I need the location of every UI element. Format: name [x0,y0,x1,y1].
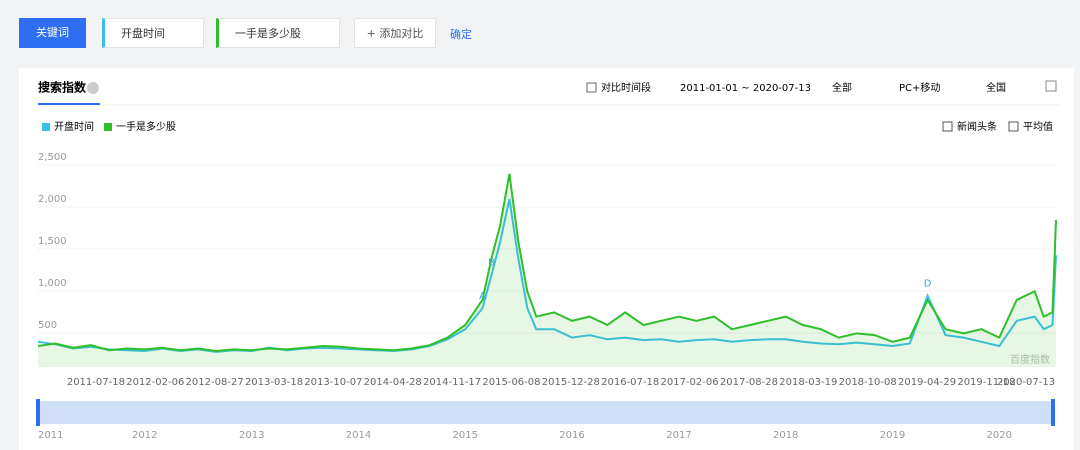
navigator-handle[interactable] [1051,399,1055,426]
navigator-year: 2018 [773,430,798,441]
y-tick-label: 1,500 [38,236,67,247]
navigator-year: 2014 [346,430,371,441]
navigator-year: 2017 [666,430,691,441]
navigator-year: 2019 [880,430,905,441]
x-tick-label: 2019-11-18 [957,377,1015,388]
x-tick-label: 2016-07-18 [601,377,659,388]
series-line [37,173,1057,353]
keyword-button[interactable]: 关键词 [19,18,86,48]
option[interactable]: 平均值 [1023,120,1053,133]
tab[interactable]: 搜索指数 [38,80,87,95]
compare-label[interactable]: 对比时间段 [601,81,651,94]
annotation: A [479,291,486,302]
filter[interactable]: 全国 [986,81,1006,94]
navigator-handle[interactable] [36,399,40,426]
date-range[interactable]: 2011-01-01 ~ 2020-07-13 [680,83,811,94]
x-tick-label: 2020-07-13 [997,377,1055,388]
watermark: 百度指数 [1010,353,1050,366]
filter[interactable]: PC+移动 [899,81,940,94]
y-tick-label: 1,000 [38,278,67,289]
term[interactable]: 一手是多少股 [216,18,340,48]
x-tick-label: 2013-03-18 [245,377,303,388]
area [38,173,1056,367]
y-tick-label: 500 [38,320,57,331]
x-tick-label: 2017-08-28 [720,377,778,388]
add-compare[interactable]: + 添加对比 [354,18,436,48]
x-tick-label: 2014-04-28 [364,377,422,388]
y-tick-label: 2,500 [38,152,67,163]
checkbox-checked[interactable] [942,121,953,132]
navigator-year: 2016 [559,430,584,441]
navigator-year: 2020 [987,430,1012,441]
x-tick-label: 2015-06-08 [482,377,540,388]
x-tick-label: 2014-11-17 [423,377,481,388]
x-tick-label: 2017-02-06 [661,377,719,388]
filter[interactable]: 全部 [832,81,852,94]
x-tick-label: 2011-07-18 [67,377,125,388]
annotation: D [924,279,932,290]
help-icon[interactable] [87,82,99,94]
navigator-year: 2015 [453,430,478,441]
x-tick-label: 2018-03-19 [779,377,837,388]
legend-label: 一手是多少股 [116,120,176,133]
navigator-year: 2012 [132,430,157,441]
x-tick-label: 2012-08-27 [186,377,244,388]
y-tick-label: 2,000 [38,194,67,205]
card [19,68,1074,450]
legend-swatch [42,123,50,131]
navigator-year: 2011 [38,430,63,441]
checkbox[interactable] [586,82,597,93]
option[interactable]: 新闻头条 [957,120,997,133]
navigator-year: 2013 [239,430,264,441]
legend-label: 开盘时间 [54,120,94,133]
navigator[interactable] [38,401,1055,424]
confirm[interactable]: 确定 [450,28,472,41]
legend-swatch [104,123,112,131]
x-tick-label: 2015-12-28 [542,377,600,388]
x-tick-label: 2013-10-07 [304,377,362,388]
export-icon[interactable] [1045,80,1057,92]
term[interactable]: 开盘时间 [102,18,204,48]
x-tick-label: 2012-02-06 [126,377,184,388]
x-tick-label: 2018-10-08 [839,377,897,388]
annotation: B [488,258,495,269]
x-tick-label: 2019-04-29 [898,377,956,388]
checkbox[interactable] [1008,121,1019,132]
